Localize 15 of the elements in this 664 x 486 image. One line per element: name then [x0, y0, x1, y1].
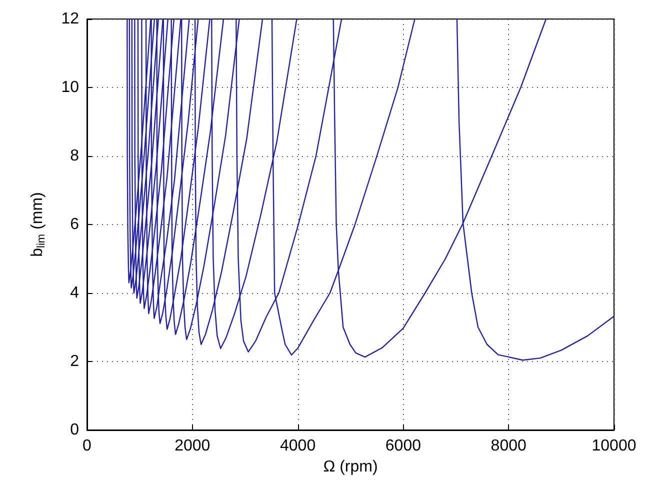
- y-tick-label: 12: [61, 10, 80, 28]
- y-tick-label: 4: [70, 284, 80, 302]
- x-tick-label: 4000: [280, 438, 316, 454]
- x-tick-label: 8000: [490, 438, 526, 454]
- y-tick-label: 6: [70, 216, 80, 233]
- y-tick-label: 2: [70, 353, 80, 370]
- x-tick-label: 6000: [385, 438, 422, 454]
- x-tick-label: 2000: [174, 438, 210, 454]
- y-tick-label: 0: [70, 422, 80, 438]
- y-tick-label: 8: [70, 148, 80, 164]
- x-axis-title: Ω (rpm): [323, 458, 378, 476]
- x-tick-label: 0: [82, 438, 92, 454]
- x-tick-label: 10000: [592, 438, 636, 454]
- y-tick-label: 10: [61, 79, 80, 96]
- y-axis-title: blim (mm): [29, 192, 48, 257]
